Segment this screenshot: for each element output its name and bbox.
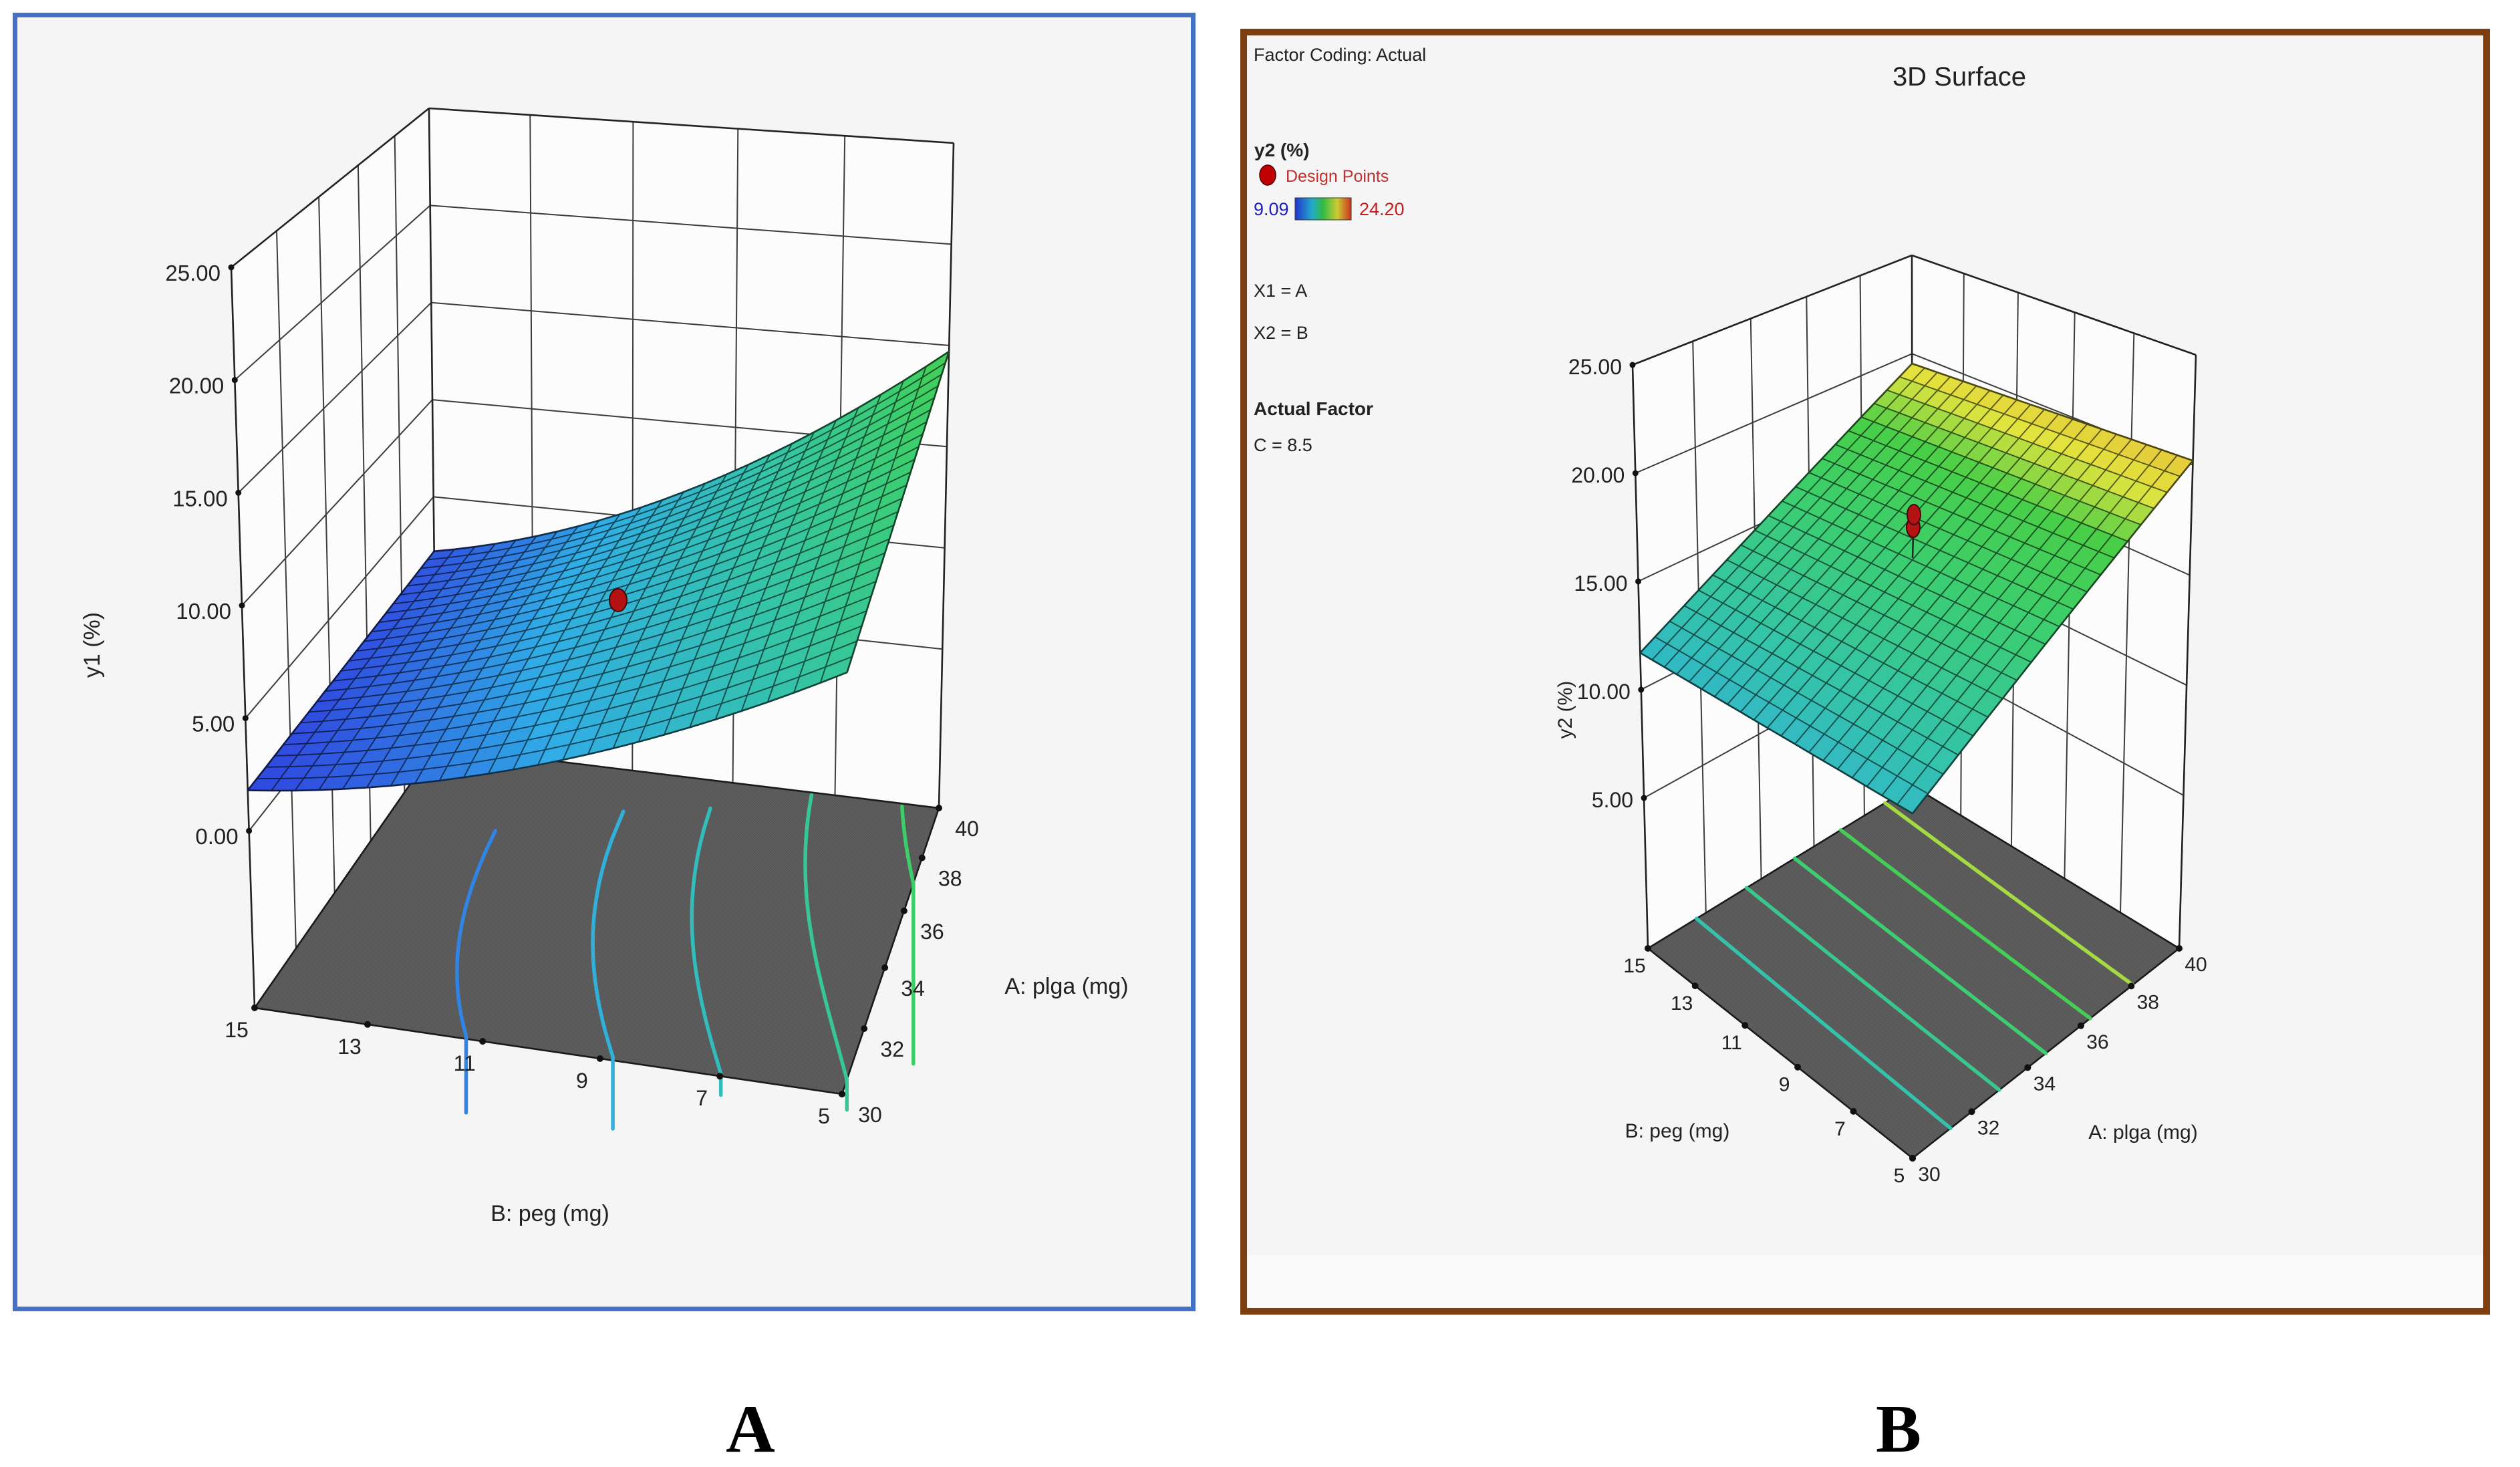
svg-text:9.09: 9.09 bbox=[1254, 199, 1289, 219]
svg-text:10.00: 10.00 bbox=[1577, 680, 1631, 704]
svg-text:10.00: 10.00 bbox=[176, 599, 231, 624]
svg-text:30: 30 bbox=[1918, 1164, 1940, 1186]
svg-text:B: peg (mg): B: peg (mg) bbox=[491, 1201, 609, 1226]
svg-text:5: 5 bbox=[1894, 1165, 1905, 1187]
svg-text:20.00: 20.00 bbox=[1571, 463, 1625, 487]
svg-text:36: 36 bbox=[2086, 1031, 2108, 1053]
svg-text:y2 (%): y2 (%) bbox=[1254, 140, 1309, 160]
svg-text:Actual Factor: Actual Factor bbox=[1254, 398, 1373, 419]
svg-text:y2 (%): y2 (%) bbox=[1554, 681, 1576, 739]
svg-text:34: 34 bbox=[901, 976, 925, 1001]
svg-text:38: 38 bbox=[2137, 991, 2159, 1013]
svg-text:A: plga (mg): A: plga (mg) bbox=[1004, 974, 1128, 999]
svg-text:y1 (%): y1 (%) bbox=[80, 612, 105, 678]
svg-text:11: 11 bbox=[454, 1051, 476, 1075]
svg-text:32: 32 bbox=[880, 1037, 904, 1061]
svg-text:40: 40 bbox=[955, 817, 979, 841]
svg-text:15.00: 15.00 bbox=[1574, 571, 1627, 595]
svg-text:3D Surface: 3D Surface bbox=[1893, 62, 2026, 92]
svg-text:40: 40 bbox=[2185, 954, 2207, 976]
svg-text:32: 32 bbox=[1977, 1117, 1999, 1139]
svg-text:7: 7 bbox=[696, 1086, 708, 1110]
svg-text:5.00: 5.00 bbox=[192, 712, 235, 737]
svg-text:13: 13 bbox=[337, 1035, 362, 1059]
svg-text:B: B bbox=[1876, 1391, 1921, 1467]
svg-text:9: 9 bbox=[1779, 1074, 1790, 1096]
svg-text:15.00: 15.00 bbox=[172, 486, 228, 511]
svg-text:A: plga (mg): A: plga (mg) bbox=[2088, 1121, 2197, 1144]
svg-text:25.00: 25.00 bbox=[1568, 355, 1622, 379]
svg-text:X2 = B: X2 = B bbox=[1254, 323, 1308, 343]
svg-text:Factor Coding: Actual: Factor Coding: Actual bbox=[1254, 45, 1426, 65]
svg-text:15: 15 bbox=[225, 1018, 249, 1042]
svg-text:25.00: 25.00 bbox=[165, 261, 221, 285]
svg-text:9: 9 bbox=[576, 1069, 588, 1093]
svg-text:7: 7 bbox=[1834, 1118, 1846, 1140]
svg-text:0.00: 0.00 bbox=[195, 824, 238, 849]
svg-text:38: 38 bbox=[938, 867, 962, 891]
svg-text:X1 = A: X1 = A bbox=[1254, 281, 1307, 301]
svg-text:24.20: 24.20 bbox=[1359, 199, 1405, 219]
svg-text:Design Points: Design Points bbox=[1286, 167, 1389, 186]
svg-text:A: A bbox=[726, 1391, 775, 1467]
svg-text:C = 8.5: C = 8.5 bbox=[1254, 435, 1312, 455]
svg-text:15: 15 bbox=[1623, 955, 1645, 977]
svg-text:5: 5 bbox=[818, 1104, 830, 1128]
svg-text:36: 36 bbox=[920, 920, 944, 944]
svg-text:11: 11 bbox=[1721, 1032, 1742, 1054]
svg-text:30: 30 bbox=[858, 1103, 882, 1127]
svg-text:13: 13 bbox=[1671, 992, 1693, 1015]
svg-text:34: 34 bbox=[2034, 1073, 2056, 1095]
svg-text:20.00: 20.00 bbox=[169, 374, 225, 398]
svg-text:B: peg (mg): B: peg (mg) bbox=[1625, 1120, 1730, 1142]
svg-text:5.00: 5.00 bbox=[1592, 788, 1633, 812]
